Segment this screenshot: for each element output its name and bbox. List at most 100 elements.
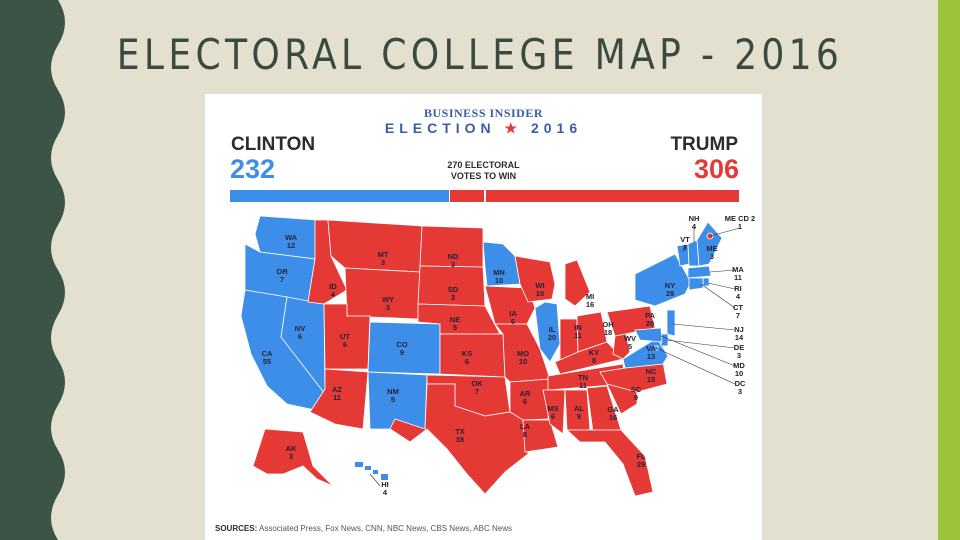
label-abbr: IA [509, 309, 517, 318]
label-ri: RI 4 [734, 284, 742, 301]
label-votes: 6 [343, 340, 347, 349]
state-hi-island [355, 462, 363, 467]
leader-lines [369, 227, 741, 487]
label-ak: AK 3 [286, 444, 297, 461]
state-pa [606, 305, 656, 337]
state-hi-island [365, 466, 371, 470]
label-abbr: PA [645, 311, 655, 320]
label-abbr: MS [547, 404, 558, 413]
state-la [522, 419, 559, 453]
label-abbr: NY [665, 281, 675, 290]
state-tx [389, 383, 529, 495]
state-ia [484, 285, 536, 325]
label-dc: DC 3 [735, 379, 746, 396]
label-nj: NJ 14 [734, 325, 744, 342]
label-votes: 6 [523, 397, 527, 406]
label-abbr: ME [706, 244, 717, 253]
trump-vote-bar [449, 190, 739, 202]
label-votes: 20 [548, 333, 556, 342]
state-ny [634, 253, 692, 307]
label-abbr: NJ [734, 325, 744, 334]
label-votes: 7 [475, 387, 479, 396]
label-abbr: AZ [332, 385, 342, 394]
state-ri [702, 277, 710, 287]
electoral-vote-bar [230, 188, 739, 204]
label-votes: 3 [738, 387, 742, 396]
state-wi [514, 255, 556, 303]
label-wv: WV 5 [624, 334, 636, 351]
label-mn: MN 10 [493, 268, 505, 285]
label-sd: SD 3 [448, 285, 459, 302]
leader-line-dc [655, 347, 736, 385]
label-co: CO 9 [396, 340, 407, 357]
label-mo: MO 10 [517, 349, 529, 366]
right-accent-bar [938, 0, 960, 540]
label-nc: NC 15 [646, 367, 657, 384]
label-votes: 6 [465, 357, 469, 366]
label-ma: MA 11 [732, 265, 744, 282]
label-ut: UT 6 [340, 332, 350, 349]
to-win-line-2: VOTES TO WIN [450, 171, 517, 181]
label-ms: MS 6 [547, 404, 558, 421]
label-abbr: OR [276, 267, 288, 276]
label-ar: AR 6 [520, 389, 531, 406]
label-votes: 3 [683, 243, 687, 252]
label-la: LA 8 [520, 422, 531, 439]
label-abbr: CA [262, 349, 273, 358]
state-va [622, 337, 669, 369]
label-votes: 16 [586, 300, 594, 309]
label-abbr: AL [574, 404, 584, 413]
label-votes: 16 [609, 413, 617, 422]
label-votes: 18 [604, 328, 612, 337]
label-abbr: UT [340, 332, 350, 341]
label-abbr: KY [589, 348, 599, 357]
label-abbr: ME CD 2 [725, 214, 755, 223]
label-abbr: MT [378, 250, 389, 259]
trump-name: TRUMP [670, 134, 738, 155]
label-abbr: MI [586, 292, 594, 301]
state-mi [564, 259, 591, 307]
win-threshold-marker [484, 188, 487, 204]
label-votes: 3 [451, 260, 455, 269]
label-votes: 9 [634, 393, 638, 402]
label-ny: NY 29 [665, 281, 675, 298]
label-votes: 20 [646, 319, 654, 328]
label-wa: WA 12 [285, 233, 298, 250]
label-abbr: VT [680, 235, 690, 244]
label-abbr: WA [285, 233, 298, 242]
label-votes: 9 [577, 412, 581, 421]
label-pa: PA 20 [645, 311, 655, 328]
label-abbr: SD [448, 285, 459, 294]
label-votes: 7 [280, 275, 284, 284]
label-votes: 29 [637, 460, 645, 469]
label-votes: 4 [736, 292, 741, 301]
label-votes: 29 [666, 289, 674, 298]
label-nd: ND 3 [448, 252, 459, 269]
label-abbr: MO [517, 349, 529, 358]
label-votes: 5 [453, 323, 457, 332]
label-abbr: OK [471, 379, 483, 388]
label-votes: 3 [386, 303, 390, 312]
label-votes: 1 [738, 222, 742, 231]
label-mt: MT 3 [378, 250, 389, 267]
label-abbr: SC [631, 385, 642, 394]
label-or: OR 7 [276, 267, 288, 284]
label-votes: 11 [574, 331, 582, 340]
leader-line-me-cd-2 [709, 227, 741, 237]
label-votes: 10 [536, 289, 544, 298]
label-hi: HI 4 [381, 480, 389, 497]
label-md: MD 10 [733, 361, 745, 378]
label-votes: 6 [298, 332, 302, 341]
label-sc: SC 9 [631, 385, 642, 402]
label-abbr: MN [493, 268, 505, 277]
state-ak [252, 428, 334, 487]
label-votes: 4 [383, 488, 388, 497]
label-votes: 13 [647, 352, 655, 361]
label-votes: 8 [523, 430, 527, 439]
leader-line-ma [709, 269, 736, 273]
left-decorative-band [0, 0, 65, 540]
state-shapes [240, 215, 723, 497]
label-fl: FL 29 [636, 452, 646, 469]
